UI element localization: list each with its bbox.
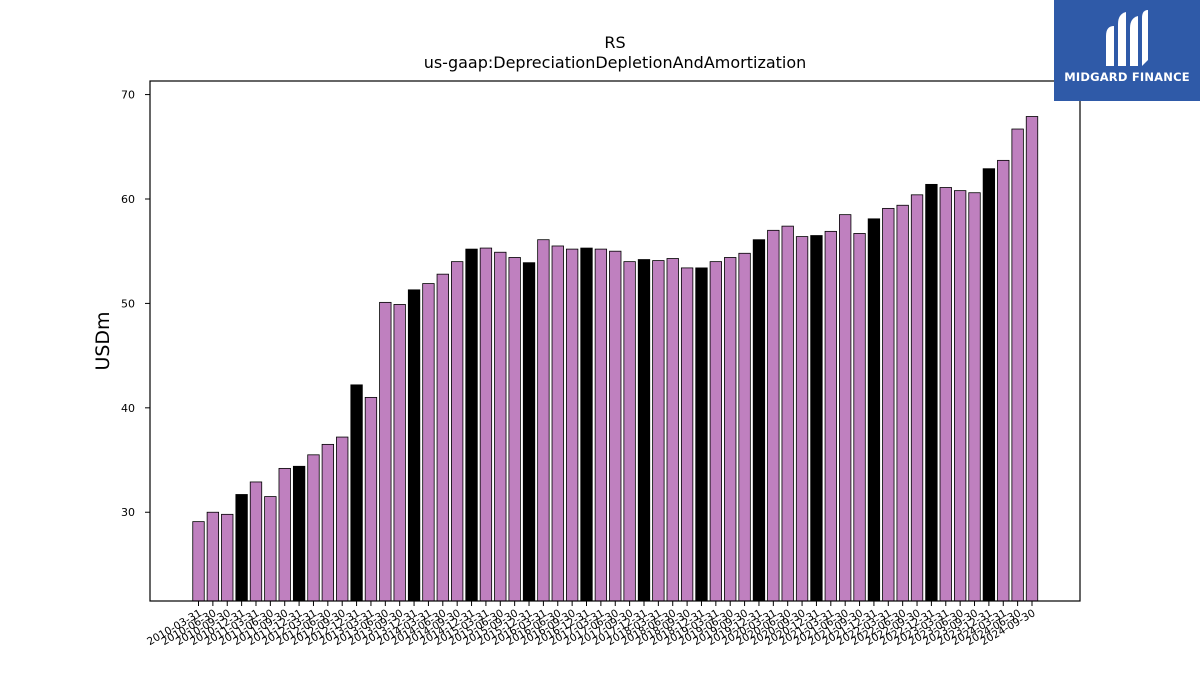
- logo-text: MIDGARD FINANCE: [1064, 70, 1190, 84]
- bar-2017-06-30: [609, 250, 622, 602]
- bar-2021-12-31: [867, 218, 881, 602]
- bar-2018-12-31: [695, 267, 708, 602]
- bar-2024-03-31: [997, 159, 1010, 602]
- chart-subtitle: us-gaap:DepreciationDepletionAndAmortiza…: [424, 53, 807, 72]
- bar-2016-06-30: [551, 245, 564, 602]
- bar-2023-06-30: [954, 190, 967, 602]
- y-tick-label: 60: [121, 193, 135, 206]
- bar-2013-12-31: [407, 289, 421, 602]
- bar-2013-03-31: [364, 396, 378, 602]
- bar-2014-12-31: [465, 248, 478, 602]
- bar-2010-06-30: [206, 511, 220, 602]
- x-axis: 2010-03-312010-06-302010-09-302010-12-31…: [145, 601, 1038, 648]
- bar-2022-06-30: [896, 204, 909, 602]
- bar-2015-09-30: [508, 257, 521, 602]
- bar-2013-06-30: [379, 301, 392, 602]
- y-tick-label: 40: [121, 402, 135, 415]
- bar-2015-06-30: [494, 251, 507, 602]
- bar-2016-12-31: [580, 247, 593, 602]
- bar-2018-06-30: [666, 258, 679, 602]
- bar-2019-06-30: [724, 257, 737, 602]
- bar-2012-09-30: [336, 436, 349, 602]
- bar-2016-03-31: [537, 239, 550, 602]
- bar-2021-06-30: [839, 214, 852, 602]
- bar-2024-06-30: [1011, 128, 1024, 602]
- bar-2018-03-31: [652, 260, 665, 602]
- midgard-finance-logo: MIDGARD FINANCE: [1054, 0, 1200, 101]
- bar-2023-12-31: [982, 168, 996, 602]
- y-axis: 30 40 50 60 70: [121, 89, 150, 519]
- bar-2014-06-30: [436, 273, 449, 602]
- bar-2017-03-31: [594, 248, 608, 602]
- bar-2020-12-31: [810, 235, 823, 602]
- bar-2018-09-30: [680, 267, 694, 602]
- bar-2024-09-30: [1025, 116, 1039, 602]
- bar-2017-12-31: [637, 259, 651, 602]
- bar-2015-12-31: [522, 262, 536, 602]
- bar-series: [192, 116, 1039, 602]
- y-axis-label: USDm: [92, 311, 114, 370]
- bar-2020-06-30: [781, 225, 794, 602]
- bar-2023-03-31: [939, 187, 952, 602]
- bar-2014-03-31: [422, 283, 435, 602]
- bar-2021-09-30: [853, 233, 866, 602]
- bar-2015-03-31: [479, 247, 493, 602]
- y-tick-label: 70: [121, 89, 135, 102]
- chart-title: RS: [604, 33, 625, 52]
- bar-2011-12-31: [292, 465, 306, 602]
- bar-2012-12-31: [350, 384, 363, 602]
- bar-2012-06-30: [321, 443, 334, 602]
- bar-2019-12-31: [752, 239, 766, 602]
- bar-2019-03-31: [709, 261, 722, 602]
- bar-2011-06-30: [264, 496, 277, 602]
- bar-2020-09-30: [795, 236, 809, 602]
- bar-2010-12-31: [235, 494, 248, 602]
- bar-2021-03-31: [824, 230, 837, 602]
- bar-2022-03-31: [882, 207, 895, 602]
- bar-2011-09-30: [278, 467, 291, 602]
- bar-2019-09-30: [738, 252, 751, 602]
- y-tick-label: 30: [121, 506, 135, 519]
- bar-2020-03-31: [767, 229, 780, 602]
- bar-2016-09-30: [565, 248, 579, 602]
- bar-2013-09-30: [393, 304, 406, 602]
- bar-2022-12-31: [925, 183, 938, 602]
- y-tick-label: 50: [121, 297, 135, 310]
- bar-2012-03-31: [307, 454, 320, 602]
- midgard-m-logo-icon: [1106, 10, 1148, 66]
- bar-2022-09-30: [910, 194, 924, 602]
- bar-2014-09-30: [451, 261, 464, 602]
- bar-2010-03-31: [192, 521, 205, 602]
- bar-2011-03-31: [249, 481, 263, 602]
- bar-2023-09-30: [968, 192, 981, 602]
- bar-2017-09-30: [623, 261, 636, 602]
- bar-2010-09-30: [221, 513, 234, 602]
